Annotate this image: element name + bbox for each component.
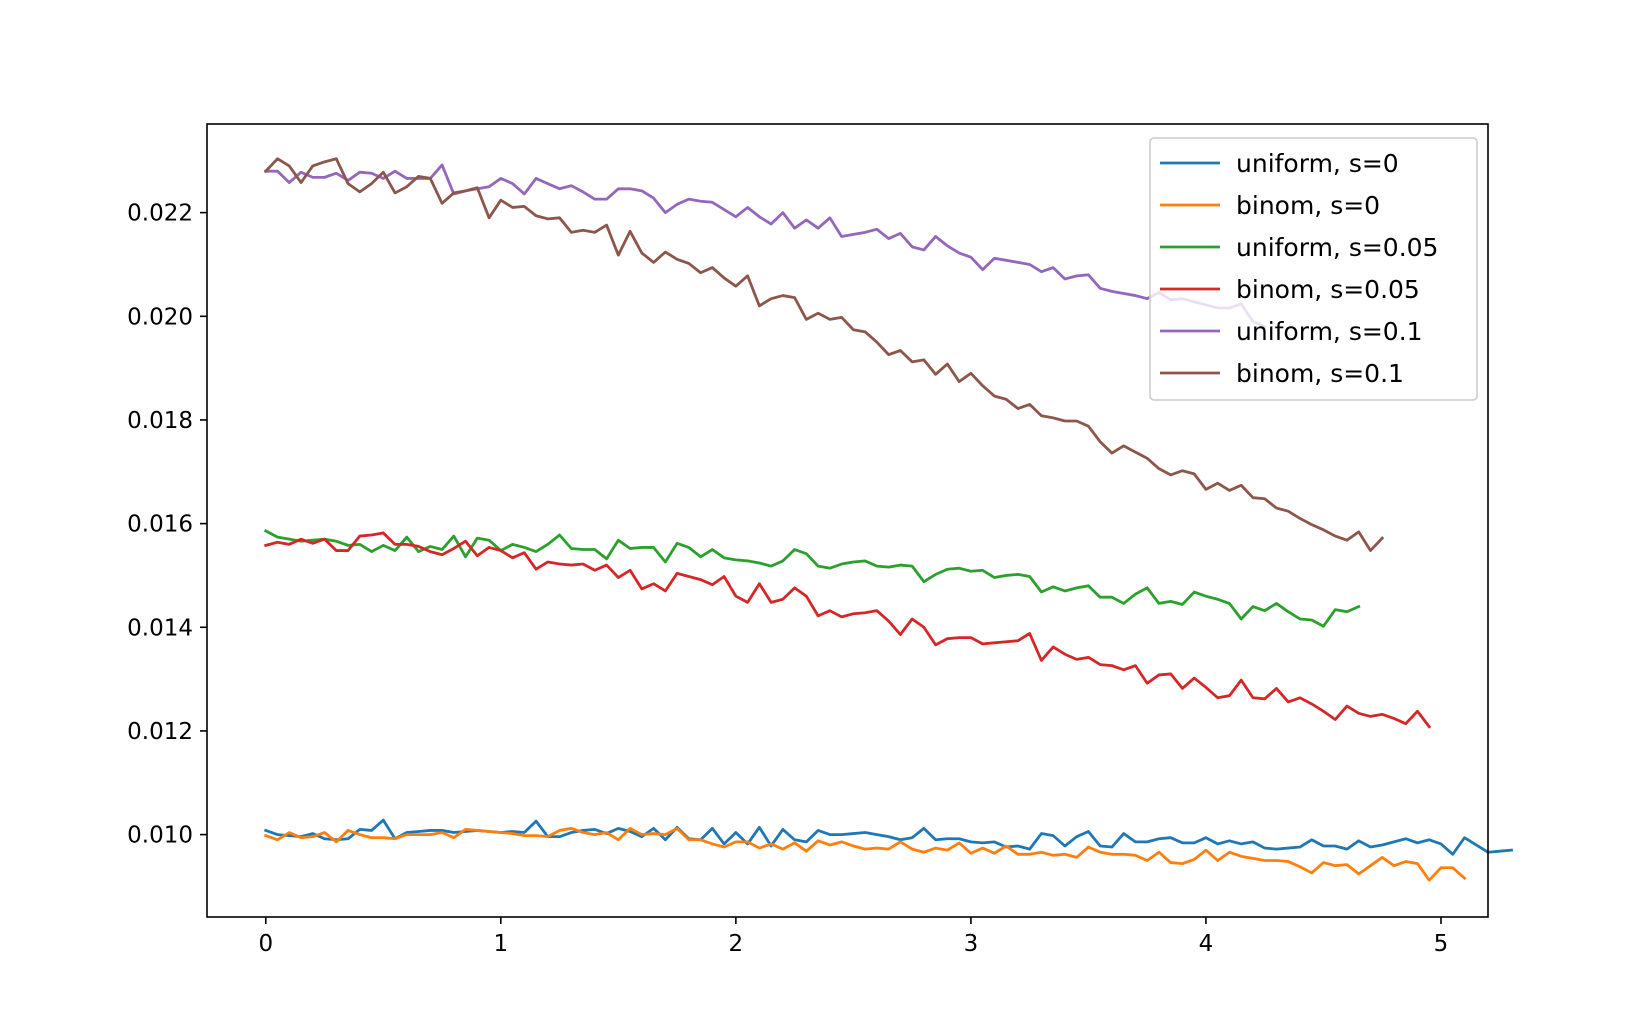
x-tick-label-1: 1 [493, 931, 508, 957]
y-tick-label-6: 0.022 [127, 201, 193, 227]
legend-label-2: uniform, s=0.05 [1236, 233, 1438, 262]
y-tick-label-1: 0.012 [127, 719, 193, 745]
legend: uniform, s=0 binom, s=0 uniform, s=0.05 bin… [1149, 137, 1478, 401]
x-tick-label-3: 3 [964, 931, 979, 957]
series-line-5 [263, 157, 1385, 552]
y-tick-label-2: 0.014 [127, 615, 193, 641]
x-tick-label-4: 4 [1199, 931, 1214, 957]
x-tick-label-5: 5 [1434, 931, 1449, 957]
legend-box [1149, 137, 1478, 401]
plot-area-frame [206, 123, 1489, 918]
legend-label-3: binom, s=0.05 [1236, 275, 1420, 304]
legend-label-1: binom, s=0 [1236, 191, 1380, 220]
legend-label-5: binom, s=0.1 [1236, 359, 1404, 388]
series-line-3 [264, 531, 1432, 729]
y-tick-label-5: 0.020 [127, 304, 193, 330]
series-line-2 [263, 528, 1361, 628]
y-tick-label-0: 0.010 [127, 823, 193, 849]
series-line-4 [264, 163, 1267, 329]
series-layer [263, 157, 1514, 882]
series-line-1 [263, 826, 1467, 882]
y-tick-label-3: 0.016 [127, 512, 193, 538]
legend-label-4: uniform, s=0.1 [1236, 317, 1423, 346]
y-tick-label-4: 0.018 [127, 408, 193, 434]
legend-label-0: uniform, s=0 [1236, 149, 1399, 178]
axes-layer: 0 1 2 3 4 5 0.010 0.012 0.014 0.016 0.018 0.020 0.02… [127, 201, 1448, 957]
x-tick-label-2: 2 [729, 931, 744, 957]
x-tick-label-0: 0 [258, 931, 273, 957]
